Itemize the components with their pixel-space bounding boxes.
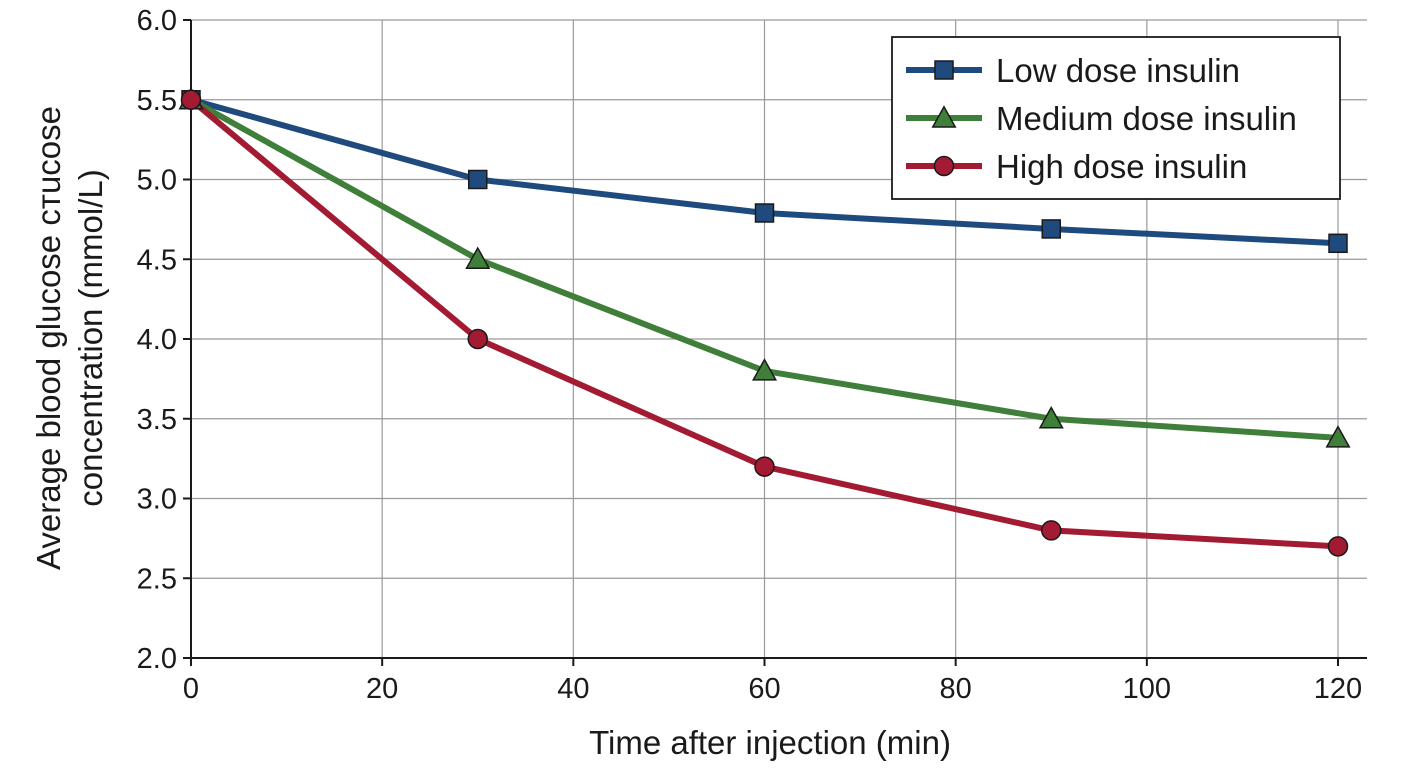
data-point-low-dose-insulin [1041, 219, 1061, 239]
y-tick-label: 4.5 [137, 244, 177, 276]
y-tick-label: 3.5 [137, 404, 177, 436]
data-point-medium-dose-insulin [1038, 405, 1064, 429]
legend: Low dose insulin Medium dose insulin High … [891, 36, 1341, 200]
series-markers [178, 86, 1351, 557]
data-point-high-dose-insulin [754, 456, 775, 477]
data-point-medium-dose-insulin [751, 358, 778, 381]
y-axis-title-line-2: concentration (mmol/L) [72, 169, 109, 506]
y-tick-label: 2.5 [137, 563, 177, 595]
x-tick-label: 20 [366, 673, 398, 705]
axes [183, 19, 1367, 666]
x-tick-label: 100 [1123, 673, 1171, 705]
x-tick-label: 40 [557, 673, 589, 705]
x-tick-label: 120 [1314, 673, 1362, 705]
y-axis-title-line-1: Average blood glucose cтucose [30, 106, 67, 570]
data-point-high-dose-insulin [180, 89, 202, 110]
legend-label-medium-dose-insulin: Medium dose insulin [996, 100, 1297, 137]
data-point-low-dose-insulin [1328, 233, 1348, 254]
data-point-high-dose-insulin [467, 328, 488, 350]
y-tick-label: 4.0 [137, 324, 177, 356]
y-tick-label: 3.0 [137, 484, 177, 516]
x-tick-label: 60 [748, 673, 780, 705]
legend-marker-high-dose-insulin [933, 155, 955, 177]
legend-label-low-dose-insulin: Low dose insulin [996, 52, 1240, 89]
data-point-high-dose-insulin [1327, 536, 1349, 557]
data-point-medium-dose-insulin [465, 246, 491, 269]
data-point-medium-dose-insulin [1325, 425, 1351, 448]
x-tick-label: 0 [183, 673, 199, 705]
data-point-high-dose-insulin [1041, 520, 1062, 541]
legend-marker-medium-dose-insulin [931, 105, 957, 128]
data-point-low-dose-insulin [468, 169, 488, 190]
y-tick-label: 6.0 [137, 5, 177, 37]
legend-marker-low-dose-insulin [934, 60, 954, 80]
x-tick-label: 80 [940, 673, 972, 705]
y-tick-label: 5.5 [137, 85, 177, 117]
tick-labels: 2.0 2.5 3.0 3.5 4.0 4.5 5.0 5.5 6.0 0 20 40 60 80 100 1… [137, 5, 1363, 705]
x-axis-title: Time after injection (min) [589, 724, 951, 761]
y-tick-label: 2.0 [137, 643, 177, 675]
data-point-low-dose-insulin [754, 203, 775, 223]
y-tick-label: 5.0 [137, 165, 177, 197]
legend-label-high-dose-insulin: High dose insulin [996, 148, 1247, 185]
